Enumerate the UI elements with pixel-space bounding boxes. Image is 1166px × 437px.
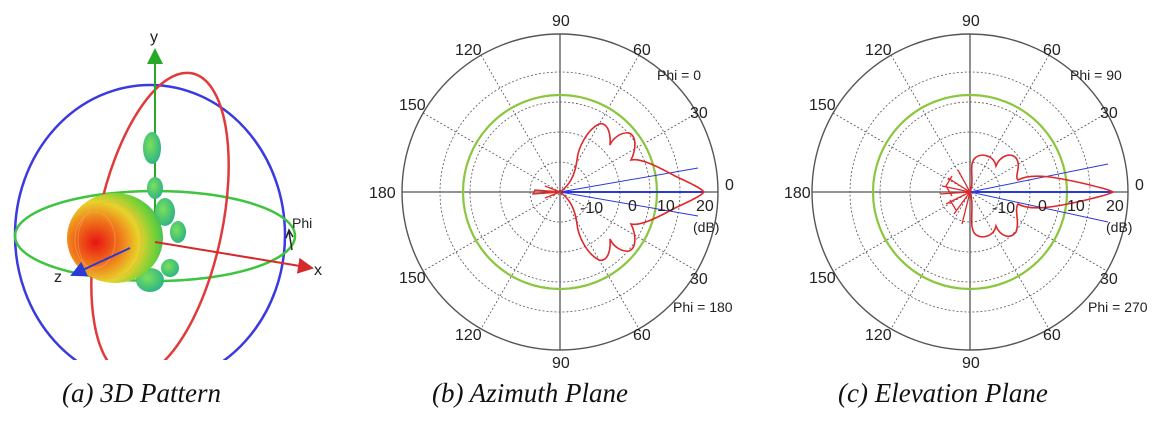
- angle-label: 120: [455, 327, 482, 344]
- beam-lines: [969, 163, 1113, 223]
- phi-label-bottom: Phi = 180: [673, 299, 733, 315]
- angle-label: 30: [1100, 105, 1118, 122]
- radial-label: -10: [580, 200, 603, 217]
- caption-azimuth-plane: (b) Azimuth Plane: [432, 378, 628, 408]
- radial-label: 20: [1106, 198, 1124, 215]
- side-lobe: [161, 259, 179, 277]
- angle-label: 120: [455, 42, 482, 59]
- z-axis-label: z: [54, 269, 62, 286]
- z-axis: [70, 247, 131, 277]
- radial-labels: -10 0 10 20 (dB): [992, 198, 1132, 235]
- azimuth-polar-plot: 90 120 150 180 150 120 90 60 30 0 30 60 …: [369, 13, 734, 372]
- radiation-pattern: [558, 122, 706, 262]
- radial-label: 0: [628, 198, 637, 215]
- panel-azimuth-plane: 90 120 150 180 150 120 90 60 30 0 30 60 …: [355, 0, 755, 380]
- angle-label: 30: [1100, 271, 1118, 288]
- angle-label: 150: [809, 270, 836, 287]
- angle-label: 120: [865, 327, 892, 344]
- radial-label: 0: [1038, 198, 1047, 215]
- angle-label-top: 90: [962, 13, 980, 30]
- phi-label: Phi: [292, 215, 312, 231]
- angle-label-top: 90: [552, 13, 570, 30]
- beam-lines: [559, 167, 703, 217]
- unit-label: (dB): [693, 219, 719, 235]
- side-lobe: [155, 198, 175, 226]
- unit-label: (dB): [1106, 219, 1132, 235]
- phi-arrow: [288, 231, 293, 251]
- x-axis-label: x: [314, 262, 322, 279]
- phi-label-top: Phi = 0: [657, 67, 701, 83]
- radial-label: -10: [992, 200, 1015, 217]
- angle-label: 180: [369, 185, 396, 202]
- 3d-pattern-figure: y x z Phi: [13, 29, 322, 360]
- back-lobes: [939, 169, 971, 225]
- angle-label: 150: [399, 270, 426, 287]
- angle-label: 60: [633, 42, 651, 59]
- y-axis-label: y: [150, 29, 158, 46]
- angle-label: 60: [633, 327, 651, 344]
- side-lobe: [147, 177, 163, 199]
- phi-label-top: Phi = 90: [1070, 67, 1122, 83]
- panel-elevation-plane: 90 120 150 180 150 120 90 60 30 0 30 60 …: [770, 0, 1166, 380]
- angle-label: 180: [784, 185, 811, 202]
- side-lobe: [143, 132, 161, 164]
- caption-elevation-plane: (c) Elevation Plane: [838, 378, 1048, 408]
- caption-3d-pattern: (a) 3D Pattern: [62, 378, 221, 408]
- angle-labels: 90 120 150 180 150 120 90 60 30 0 30 60: [784, 13, 1144, 372]
- angle-label: 0: [1135, 177, 1144, 194]
- angle-label: 120: [865, 42, 892, 59]
- angle-label-bottom: 90: [552, 355, 570, 372]
- radial-label: 10: [1067, 198, 1085, 215]
- radial-label: 10: [657, 198, 675, 215]
- panel-3d-pattern: y x z Phi: [0, 0, 350, 360]
- radiation-pattern: [969, 154, 1115, 238]
- angle-label-bottom: 90: [962, 355, 980, 372]
- phi-label-bottom: Phi = 270: [1088, 299, 1148, 315]
- angle-label: 60: [1043, 42, 1061, 59]
- x-axis: [154, 241, 314, 274]
- angle-label: 60: [1043, 327, 1061, 344]
- radial-labels: -10 0 10 20 (dB): [580, 198, 719, 235]
- angle-label: 0: [725, 177, 734, 194]
- angle-labels: 90 120 150 180 150 120 90 60 30 0 30 60: [369, 13, 734, 372]
- angle-label: 30: [690, 271, 708, 288]
- radial-label: 20: [696, 198, 714, 215]
- side-lobe: [170, 221, 186, 243]
- angle-label: 30: [690, 105, 708, 122]
- elevation-polar-plot: 90 120 150 180 150 120 90 60 30 0 30 60 …: [784, 13, 1148, 372]
- back-lobe: [531, 185, 561, 199]
- angle-label: 150: [809, 97, 836, 114]
- angle-label: 150: [399, 97, 426, 114]
